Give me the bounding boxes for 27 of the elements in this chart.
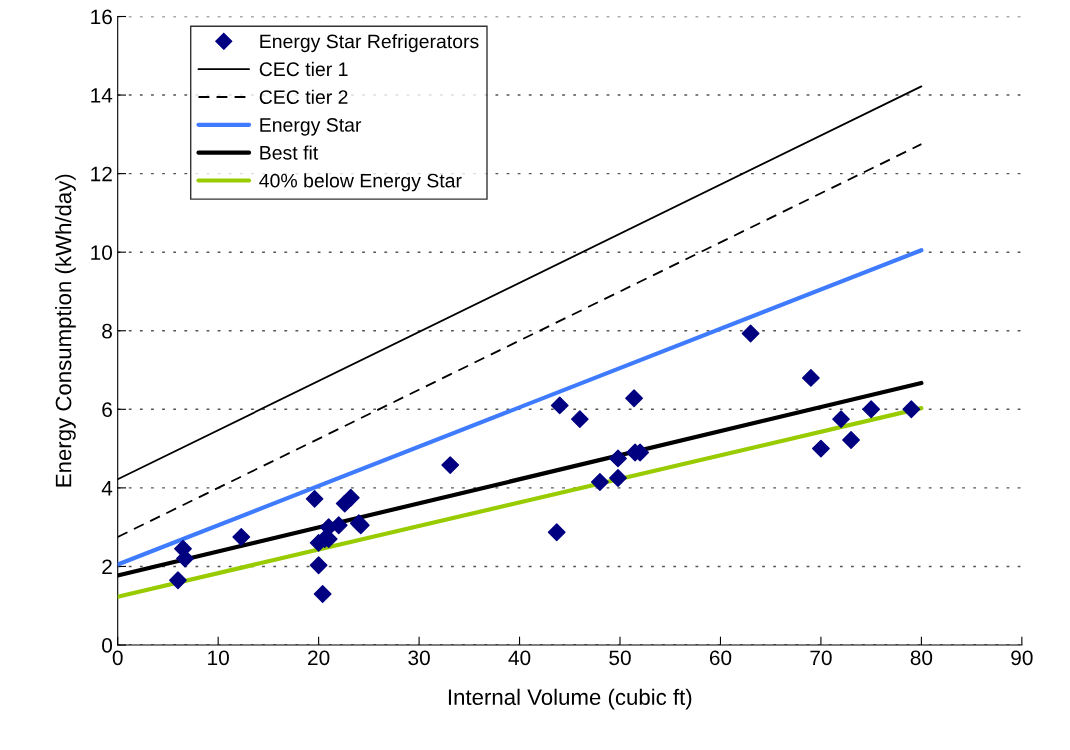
x-tick-label: 60	[709, 650, 732, 666]
legend-label: Energy Star Refrigerators	[260, 34, 479, 53]
y-tick-label: 4	[101, 481, 113, 496]
x-tick-label: 20	[308, 650, 330, 666]
legend-label: 40% below Energy Star	[259, 173, 462, 192]
x-tick-label: 30	[408, 650, 430, 666]
y-tick-label: 0	[102, 638, 113, 653]
legend-label: CEC tier 2	[259, 89, 348, 104]
legend-label: CEC tier 1	[259, 61, 348, 77]
x-tick-label: 70	[810, 650, 832, 666]
y-tick-label: 8	[102, 323, 112, 339]
legend-label: Energy Star	[260, 118, 362, 136]
y-tick-label: 2	[102, 559, 112, 574]
y-tick-label: 16	[91, 9, 112, 25]
x-axis-title: Internal Volume (cubic ft)	[448, 688, 692, 710]
x-tick-label: 10	[208, 650, 229, 666]
y-tick-label: 14	[91, 88, 113, 103]
y-tick-label: 6	[102, 402, 112, 418]
legend-label: Best fit	[260, 145, 319, 160]
y-tick-label: 12	[91, 166, 112, 182]
y-tick-label: 10	[91, 245, 113, 260]
x-tick-label: 90	[1011, 650, 1033, 666]
y-axis-title: Energy Consumption (kWh/day)	[55, 174, 76, 487]
x-tick-label: 0	[112, 650, 123, 666]
x-tick-label: 80	[910, 650, 933, 666]
x-tick-label: 50	[609, 650, 631, 666]
x-tick-label: 40	[508, 650, 531, 666]
